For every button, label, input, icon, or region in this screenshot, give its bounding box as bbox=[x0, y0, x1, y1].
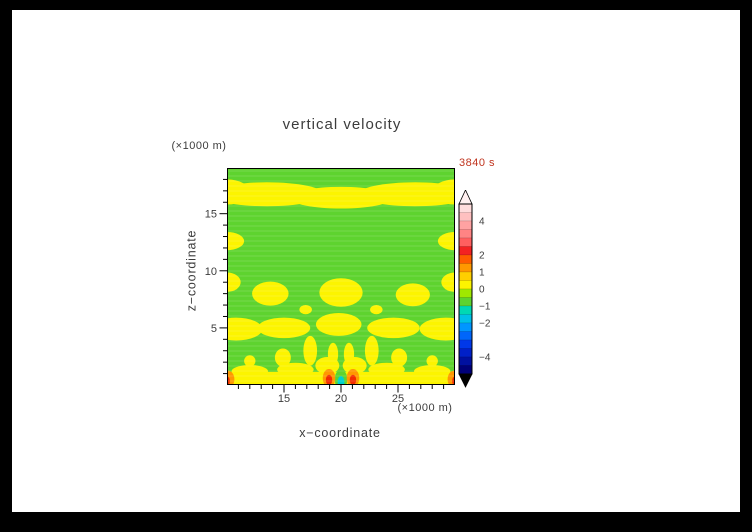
colorbar-segment bbox=[458, 237, 473, 247]
colorbar-segment bbox=[458, 229, 473, 239]
colorbar: 4 2 1 0 −1 −2 −4 bbox=[458, 189, 518, 395]
contour-region bbox=[419, 317, 455, 341]
contour-region bbox=[391, 348, 408, 367]
colorbar-segment bbox=[458, 220, 473, 230]
colorbar-tick-label: −4 bbox=[479, 353, 491, 364]
colorbar-segment bbox=[458, 356, 473, 366]
contour-region bbox=[441, 272, 455, 292]
contour-region bbox=[325, 374, 333, 385]
contour-region bbox=[227, 272, 241, 292]
y-tick-label: 10 bbox=[205, 266, 217, 278]
contour-region bbox=[231, 365, 269, 378]
colorbar-tick-label: 2 bbox=[479, 251, 485, 262]
contour-region bbox=[364, 335, 379, 366]
contour-region bbox=[274, 348, 291, 367]
contour-region bbox=[395, 283, 430, 307]
x-axis-unit-label: (×1000 m) bbox=[397, 402, 453, 414]
contour-region bbox=[342, 357, 367, 375]
colorbar-svg: 4 2 1 0 −1 −2 −4 bbox=[458, 189, 491, 388]
contour-plot-svg: 15 20 25 5 10 15 bbox=[205, 168, 455, 405]
contour-region bbox=[432, 179, 455, 205]
colorbar-segment bbox=[458, 339, 473, 349]
x-tick-label: 15 bbox=[278, 393, 290, 405]
colorbar-segment bbox=[458, 212, 473, 222]
colorbar-segment bbox=[458, 348, 473, 358]
contour-region bbox=[413, 365, 451, 378]
plot-frame bbox=[227, 168, 455, 385]
y-axis-unit-label: (×1000 m) bbox=[171, 140, 227, 152]
colorbar-segment bbox=[458, 305, 473, 315]
y-tick-label: 5 bbox=[211, 323, 217, 335]
contour-region bbox=[367, 317, 420, 339]
contour-region bbox=[368, 362, 405, 377]
chart-title: vertical velocity bbox=[282, 116, 402, 133]
colorbar-segment bbox=[458, 365, 473, 375]
colorbar-tick-label: −1 bbox=[479, 302, 491, 313]
contour-region bbox=[257, 317, 311, 339]
time-label: 3840 s bbox=[459, 157, 496, 169]
colorbar-over-arrow bbox=[458, 189, 473, 205]
figure-canvas: vertical velocity (×1000 m) 3840 s z−coo… bbox=[12, 10, 740, 512]
colorbar-tick-label: 1 bbox=[479, 268, 485, 279]
contour-region bbox=[252, 281, 289, 306]
x-axis-title: x−coordinate bbox=[299, 426, 381, 440]
contour-region bbox=[227, 317, 263, 341]
contour-region bbox=[315, 357, 340, 375]
y-tick-label: 15 bbox=[205, 209, 217, 221]
x-tick-label: 25 bbox=[392, 393, 404, 405]
contour-region bbox=[299, 305, 312, 315]
colorbar-under-arrow bbox=[458, 373, 473, 388]
contour-region bbox=[337, 376, 345, 385]
contour-region bbox=[358, 182, 455, 207]
contour-region bbox=[426, 355, 438, 367]
colorbar-segment bbox=[458, 263, 473, 273]
contour-region bbox=[370, 305, 383, 315]
contour-region bbox=[437, 231, 455, 251]
colorbar-segment bbox=[458, 322, 473, 332]
colorbar-segment bbox=[458, 203, 473, 213]
contour-region bbox=[227, 231, 245, 251]
contour-region bbox=[227, 179, 250, 205]
colorbar-segment bbox=[458, 254, 473, 264]
colorbar-segment bbox=[458, 280, 473, 290]
contour-region bbox=[244, 355, 256, 367]
colorbar-tick-label: −2 bbox=[479, 319, 491, 330]
colorbar-segment bbox=[458, 271, 473, 281]
colorbar-segment bbox=[458, 246, 473, 256]
x-tick-label: 20 bbox=[335, 393, 347, 405]
colorbar-segment bbox=[458, 331, 473, 341]
contour-region bbox=[319, 278, 363, 307]
colorbar-segment bbox=[458, 297, 473, 307]
colorbar-tick-label: 4 bbox=[479, 217, 485, 228]
colorbar-tick-label: 0 bbox=[479, 285, 485, 296]
contour-region bbox=[303, 335, 318, 366]
contour-region bbox=[349, 374, 357, 385]
contour-region bbox=[315, 313, 362, 336]
contour-plot: 15 20 25 5 10 15 bbox=[197, 168, 465, 418]
colorbar-segment bbox=[458, 288, 473, 298]
colorbar-segment bbox=[458, 314, 473, 324]
contour-region bbox=[277, 362, 314, 377]
